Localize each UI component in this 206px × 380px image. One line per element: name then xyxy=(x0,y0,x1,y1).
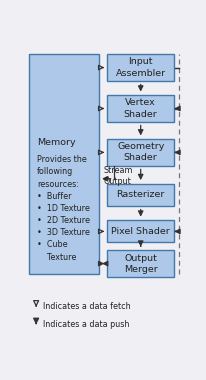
Bar xyxy=(107,54,174,81)
Text: Rasterizer: Rasterizer xyxy=(117,190,165,200)
Bar xyxy=(107,220,174,242)
Bar xyxy=(29,54,99,274)
Text: Indicates a data fetch: Indicates a data fetch xyxy=(43,302,131,311)
Text: Memory: Memory xyxy=(37,138,76,147)
Text: Indicates a data push: Indicates a data push xyxy=(43,320,130,329)
Text: Output
Merger: Output Merger xyxy=(124,253,158,274)
Text: Provides the
following
resources:
•  Buffer
•  1D Texture
•  2D Texture
•  3D Te: Provides the following resources: • Buff… xyxy=(37,155,90,261)
Text: Pixel Shader: Pixel Shader xyxy=(111,227,170,236)
Text: Stream
Output: Stream Output xyxy=(103,166,133,186)
Bar xyxy=(107,250,174,277)
Text: Vertex
Shader: Vertex Shader xyxy=(124,98,158,119)
Bar xyxy=(107,139,174,166)
Text: Input
Assembler: Input Assembler xyxy=(116,57,166,78)
Bar xyxy=(107,184,174,206)
Text: Geometry
Shader: Geometry Shader xyxy=(117,142,164,162)
Bar xyxy=(107,95,174,122)
